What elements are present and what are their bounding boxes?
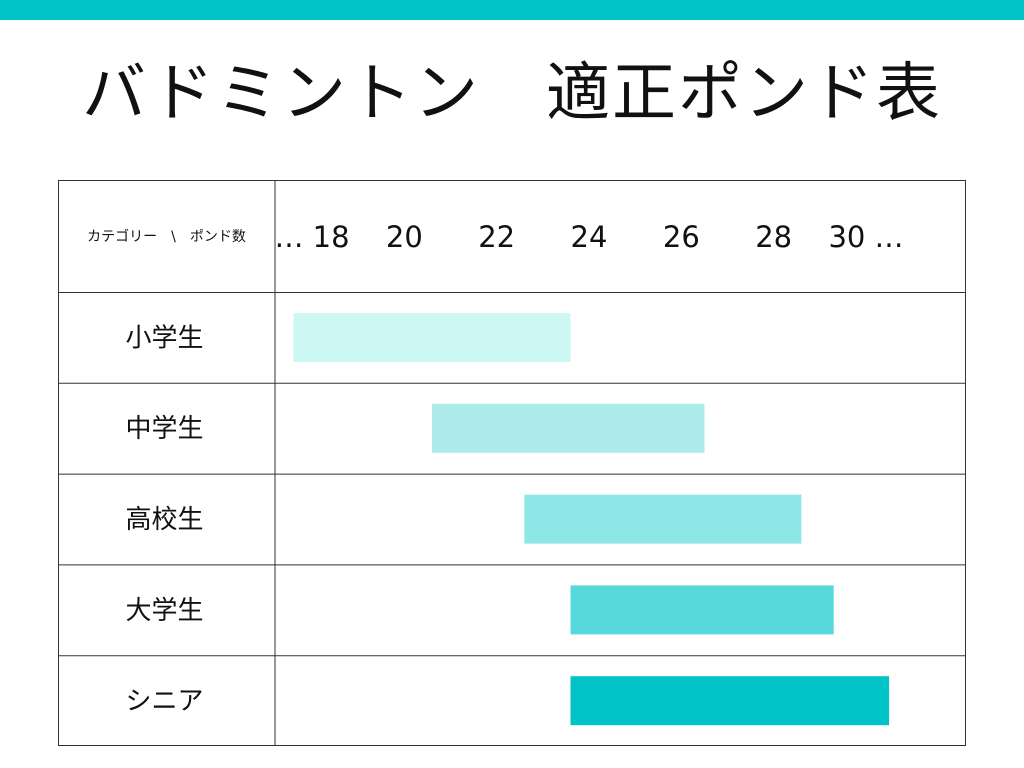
range-bar [570, 585, 834, 635]
range-bar [524, 494, 802, 544]
tick-label: 24 [571, 220, 608, 254]
category-label: 高校生 [125, 505, 203, 535]
pound-range-chart: カテゴリー \ ポンド数 … 18 20 22 24 26 28 30 … 小学生中学生高校生大… [58, 180, 966, 746]
page-title: バドミントン 適正ポンド表 [82, 57, 942, 131]
tick-label: 30 … [828, 220, 903, 254]
category-label: 小学生 [125, 323, 203, 353]
tick-label: 26 [663, 220, 700, 254]
tick-label: 28 [755, 220, 792, 254]
tick-label: … 18 [274, 220, 349, 254]
top-accent-bar [0, 0, 1024, 20]
range-bar [432, 403, 705, 453]
category-label: 大学生 [125, 596, 203, 626]
tick-label: 20 [386, 220, 423, 254]
chart-svg: カテゴリー \ ポンド数 … 18 20 22 24 26 28 30 … 小学生中学生高校生大… [58, 180, 966, 746]
corner-header: カテゴリー \ ポンド数 [87, 228, 246, 245]
tick-label: 22 [478, 220, 515, 254]
range-bar [293, 313, 571, 362]
category-label: シニア [125, 687, 203, 717]
range-bar [570, 676, 890, 726]
category-label: 中学生 [125, 414, 203, 444]
table-border [58, 180, 966, 746]
